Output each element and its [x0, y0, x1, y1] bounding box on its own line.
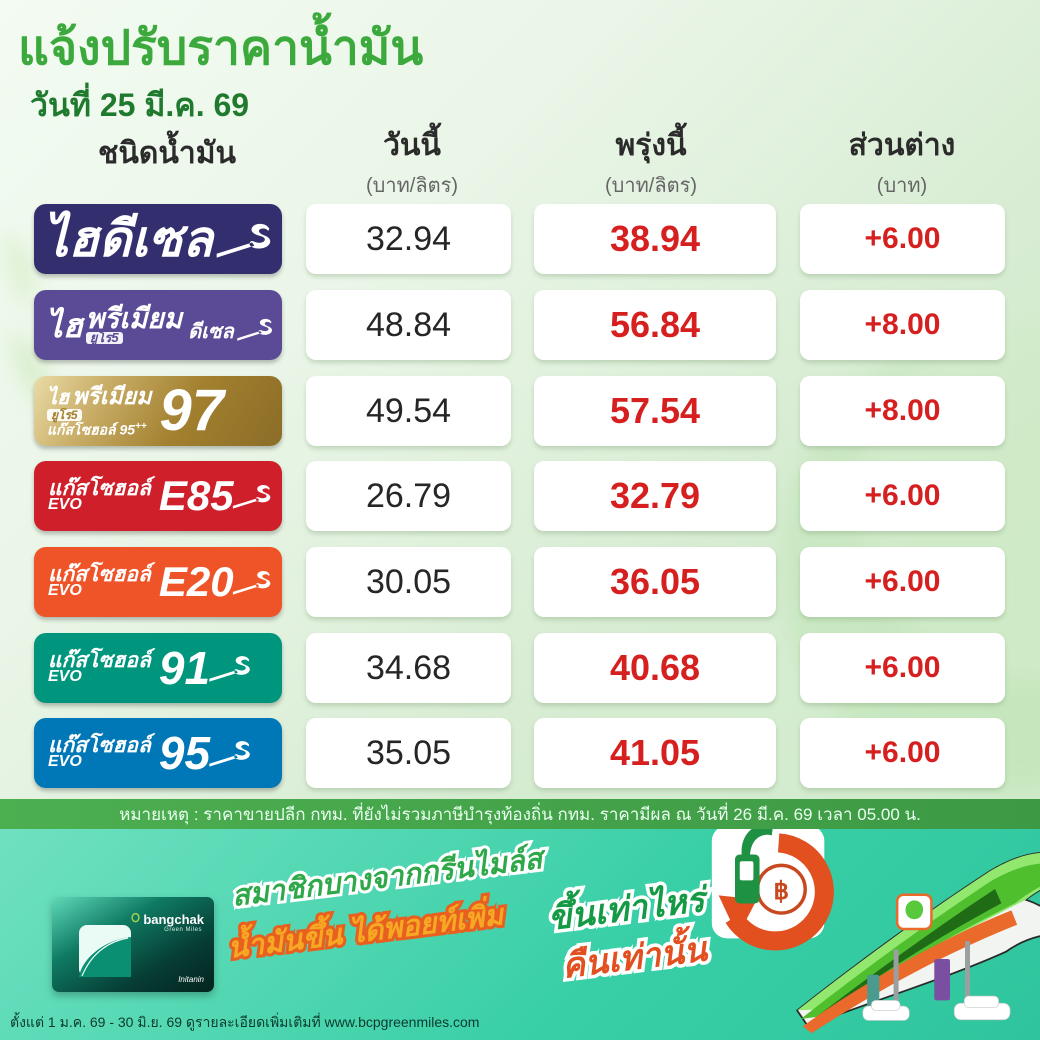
svg-text:฿: ฿ [774, 878, 790, 905]
